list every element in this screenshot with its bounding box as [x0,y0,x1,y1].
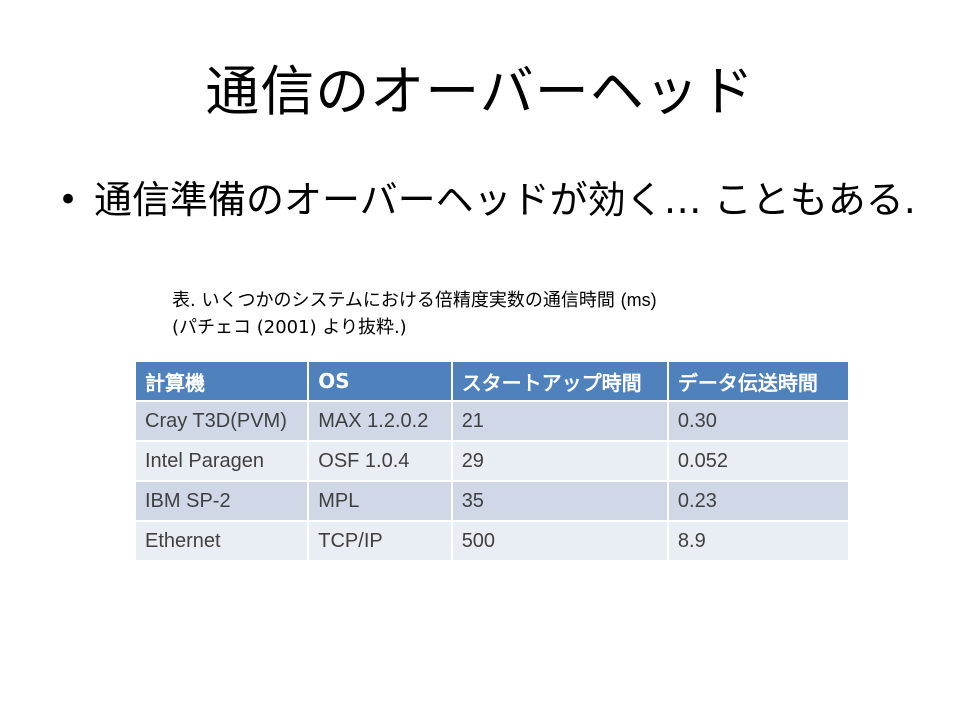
cell-startup: 29 [451,441,669,482]
cell-startup: 21 [451,401,669,442]
bullet-text: 通信準備のオーバーヘッドが効く… こともある. [94,178,916,222]
cell-transfer: 0.052 [667,441,848,482]
header-startup-time: スタートアップ時間 [451,362,669,402]
caption-line-2: (パチェコ (2001) より抜粋.) [172,317,407,338]
cell-machine: Cray T3D(PVM) [136,401,310,442]
cell-os: OSF 1.0.4 [308,441,453,482]
caption-main-text: 表. いくつかのシステムにおける倍精度実数の通信時間 [172,290,615,311]
cell-os: MAX 1.2.0.2 [308,401,453,442]
cell-transfer: 0.23 [667,481,848,522]
cell-machine: IBM SP-2 [136,481,310,522]
bullet-dot-icon: • [58,180,79,220]
table-row: IBM SP-2 MPL 35 0.23 [136,481,848,522]
bullet-item: • 通信準備のオーバーヘッドが効く… こともある. [58,172,916,228]
cell-startup: 500 [451,521,669,562]
table-header-row: 計算機 OS スタートアップ時間 データ伝送時間 [136,362,848,402]
header-machine: 計算機 [136,362,310,402]
caption-line-1: 表. いくつかのシステムにおける倍精度実数の通信時間 (ms) [172,287,657,314]
table-row: Intel Paragen OSF 1.0.4 29 0.052 [136,441,848,482]
caption-unit: (ms) [620,290,657,310]
cell-os: TCP/IP [308,521,453,562]
slide-title: 通信のオーバーヘッド [205,60,755,123]
cell-machine: Ethernet [136,521,310,562]
comm-time-table: 計算機 OS スタートアップ時間 データ伝送時間 Cray T3D(PVM) M… [136,362,848,562]
header-transfer-time: データ伝送時間 [667,362,848,402]
header-os: OS [308,362,453,402]
table-row: Ethernet TCP/IP 500 8.9 [136,521,848,562]
table-caption: 表. いくつかのシステムにおける倍精度実数の通信時間 (ms) (パチェコ (2… [172,287,657,341]
cell-os: MPL [308,481,453,522]
cell-machine: Intel Paragen [136,441,310,482]
table-row: Cray T3D(PVM) MAX 1.2.0.2 21 0.30 [136,401,848,442]
cell-transfer: 0.30 [667,401,848,442]
cell-startup: 35 [451,481,669,522]
cell-transfer: 8.9 [667,521,848,562]
